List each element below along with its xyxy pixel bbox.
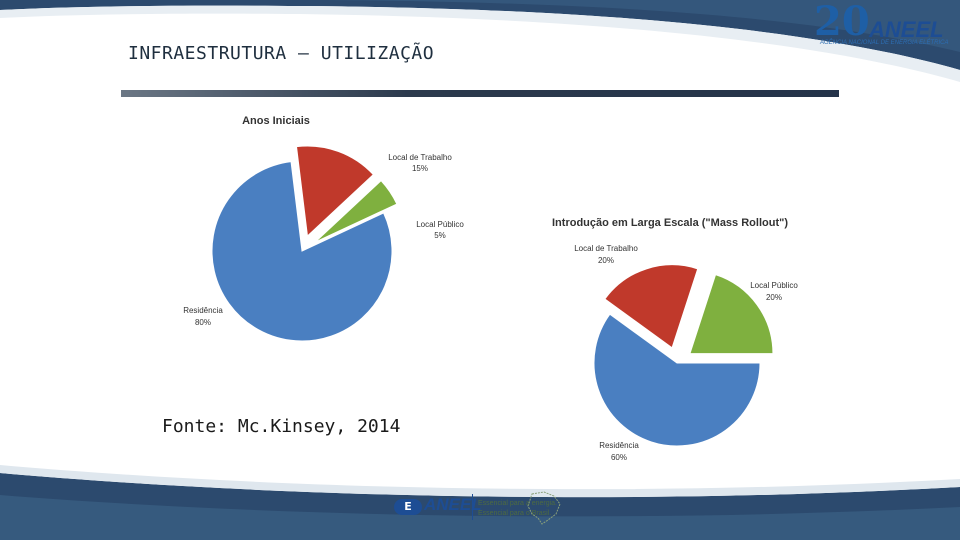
brazil-map-icon bbox=[527, 491, 561, 525]
footer-tagline-1: Essencial para a energia. bbox=[478, 500, 557, 507]
slice-value-local-trabalho: 20% bbox=[598, 256, 614, 265]
footer-tagline-2: Essencial para o Brasil. bbox=[478, 510, 552, 517]
pie-chart-mass-rollout: Introdução em Larga Escala ("Mass Rollou… bbox=[552, 217, 798, 462]
pie-slice-local-trabalho bbox=[295, 145, 375, 237]
slice-label-residencia: Residência bbox=[599, 441, 639, 450]
slice-value-residencia: 80% bbox=[195, 318, 211, 327]
footer-divider bbox=[472, 494, 473, 520]
logo-name: ANEEL bbox=[869, 17, 944, 42]
title-underline bbox=[121, 90, 839, 97]
chart-title: Anos Iniciais bbox=[242, 115, 310, 127]
slice-label-local-trabalho: Local de Trabalho bbox=[388, 153, 452, 162]
pie-slice-residencia bbox=[593, 313, 761, 447]
slice-value-residencia: 60% bbox=[611, 453, 627, 462]
aneel-mark-icon: E bbox=[394, 499, 422, 515]
page-title: INFRAESTRUTURA – UTILIZAÇÃO bbox=[128, 43, 435, 64]
slice-label-residencia: Residência bbox=[183, 306, 223, 315]
pie-slice-local-publico bbox=[314, 179, 398, 243]
logo-subtitle: AGÊNCIA NACIONAL DE ENERGIA ELÉTRICA bbox=[820, 40, 949, 46]
pie-chart-anos-iniciais: Anos Iniciais Local de Trabalho 15% Loca… bbox=[183, 115, 464, 342]
chart-title: Introdução em Larga Escala ("Mass Rollou… bbox=[552, 217, 788, 229]
slice-label-local-trabalho: Local de Trabalho bbox=[574, 244, 638, 253]
aneel-20-logo: 20 ANEEL AGÊNCIA NACIONAL DE ENERGIA ELÉ… bbox=[800, 0, 960, 58]
slice-value-local-trabalho: 15% bbox=[412, 164, 428, 173]
footer-brand: E ANEEL Essencial para a energia. Essenc… bbox=[394, 490, 574, 528]
header-swoosh bbox=[0, 0, 960, 82]
pie-slice-local-publico bbox=[689, 274, 774, 355]
footer-swoosh bbox=[0, 465, 960, 540]
pie-slice-residencia bbox=[211, 161, 393, 342]
logo-number: 20 bbox=[814, 0, 870, 45]
slice-value-local-publico: 20% bbox=[766, 293, 782, 302]
pie-slice-local-trabalho bbox=[604, 264, 699, 349]
slice-label-local-publico: Local Público bbox=[750, 281, 798, 290]
slice-label-local-publico: Local Público bbox=[416, 220, 464, 229]
source-note: Fonte: Mc.Kinsey, 2014 bbox=[162, 416, 401, 437]
slice-value-local-publico: 5% bbox=[434, 231, 446, 240]
footer-brand-name: ANEEL bbox=[424, 495, 482, 514]
